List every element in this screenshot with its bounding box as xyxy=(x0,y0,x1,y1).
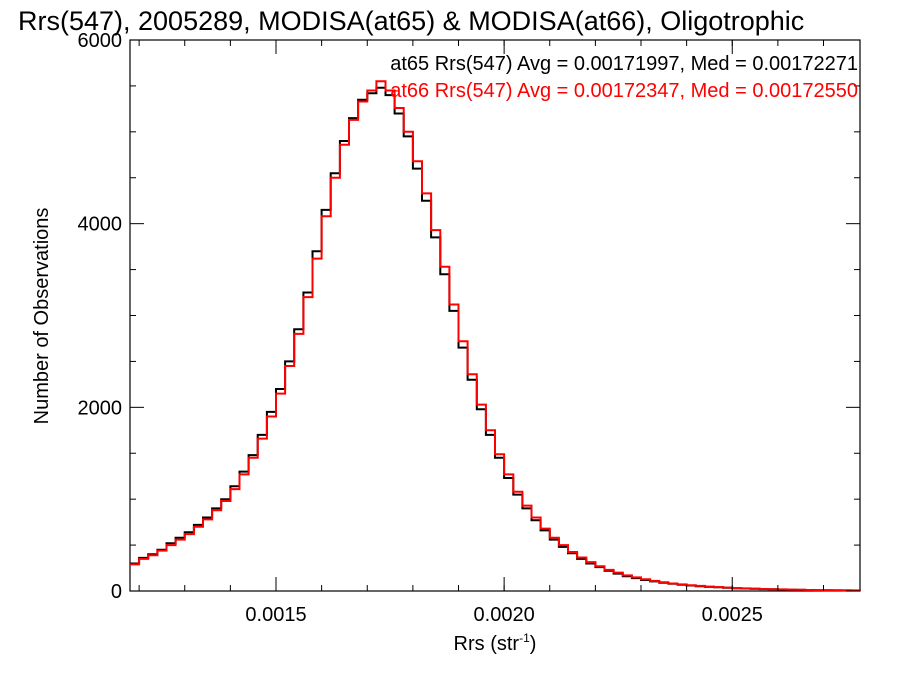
x-axis-label-close: ) xyxy=(530,633,537,655)
x-tick-label: 0.0015 xyxy=(245,604,306,626)
y-tick-label: 2000 xyxy=(78,397,123,419)
tick-layer: 0.0015 0.0020 0.0025 0 2000 4000 6000 xyxy=(78,30,860,626)
y-tick-label: 4000 xyxy=(78,214,123,236)
y-tick-label: 0 xyxy=(111,581,122,603)
x-axis-label-sup: -1 xyxy=(519,631,530,645)
series-line-at66 xyxy=(130,80,861,592)
x-tick-label: 0.0020 xyxy=(474,604,535,626)
series-line-at65 xyxy=(130,86,861,592)
plot-area: 0.0015 0.0020 0.0025 0 2000 4000 6000 xyxy=(78,30,861,626)
legend-at65: at65 Rrs(547) Avg = 0.00171997, Med = 0.… xyxy=(390,53,858,75)
x-axis-label: Rrs (str-1) xyxy=(454,631,537,655)
y-axis-label: Number of Observations xyxy=(31,208,53,425)
x-axis-label-main: Rrs (str xyxy=(454,633,520,655)
chart-title: Rrs(547), 2005289, MODISA(at65) & MODISA… xyxy=(18,6,804,36)
series-layer xyxy=(130,80,861,592)
plot-frame xyxy=(129,39,861,592)
y-tick-label: 6000 xyxy=(78,30,123,52)
x-tick-label: 0.0025 xyxy=(702,604,763,626)
legend-at66: at66 Rrs(547) Avg = 0.00172347, Med = 0.… xyxy=(390,80,858,102)
